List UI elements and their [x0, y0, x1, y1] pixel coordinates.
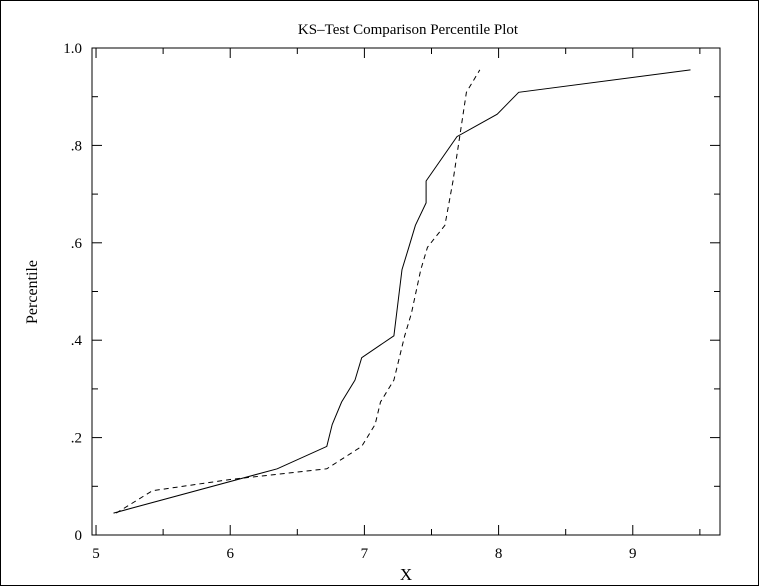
x-tick-label: 8 — [495, 546, 503, 562]
axis-ticks — [92, 47, 720, 536]
series-line-solid — [113, 69, 691, 514]
chart-title: KS–Test Comparison Percentile Plot — [298, 22, 519, 38]
x-tick-label: 6 — [226, 546, 234, 562]
x-axis-label: X — [400, 565, 412, 584]
x-tick-label: 5 — [92, 546, 100, 562]
plot-area — [91, 47, 721, 536]
y-tick-label: .4 — [71, 333, 83, 349]
axis-tick-labels: 5 6 7 8 9 0 .2 .4 .6 .8 1.0 — [63, 41, 636, 562]
y-tick-label: .6 — [71, 236, 83, 252]
series-line-dashed — [115, 69, 481, 514]
x-tick-label: 7 — [361, 546, 369, 562]
y-axis-label: Percentile — [24, 260, 41, 324]
series-layer — [113, 69, 691, 514]
y-tick-label: .2 — [71, 431, 82, 447]
y-tick-label: .8 — [71, 138, 82, 154]
y-tick-label: 0 — [75, 528, 83, 544]
x-tick-label: 9 — [629, 546, 637, 562]
y-tick-label: 1.0 — [63, 41, 82, 57]
